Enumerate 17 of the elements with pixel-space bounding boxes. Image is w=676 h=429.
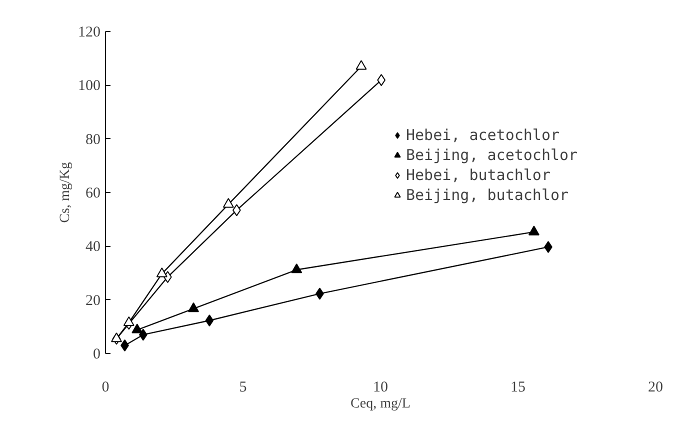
x-tick-label: 10 (373, 380, 388, 396)
x-tick-label: 15 (510, 380, 526, 396)
x-axis-title: Ceq, mg/L (350, 396, 410, 412)
y-tick-label: 100 (78, 78, 100, 94)
y-axis-title: Cs, mg/Kg (58, 162, 73, 223)
y-tick-label: 20 (86, 292, 100, 309)
x-tick-label: 5 (239, 380, 247, 396)
y-tick-label: 120 (78, 24, 100, 40)
legend-label: Hebei, acetochlor (406, 126, 560, 144)
legend-label: Hebei, butachlor (406, 166, 550, 184)
x-tick-label: 20 (648, 380, 663, 396)
legend-label: Beijing, butachlor (406, 186, 569, 204)
legend-label: Beijing, acetochlor (406, 146, 578, 164)
y-tick-label: 40 (86, 239, 100, 256)
y-tick-label: 0 (93, 346, 100, 362)
y-tick-label: 80 (86, 132, 100, 148)
y-tick-label: 60 (86, 186, 100, 202)
